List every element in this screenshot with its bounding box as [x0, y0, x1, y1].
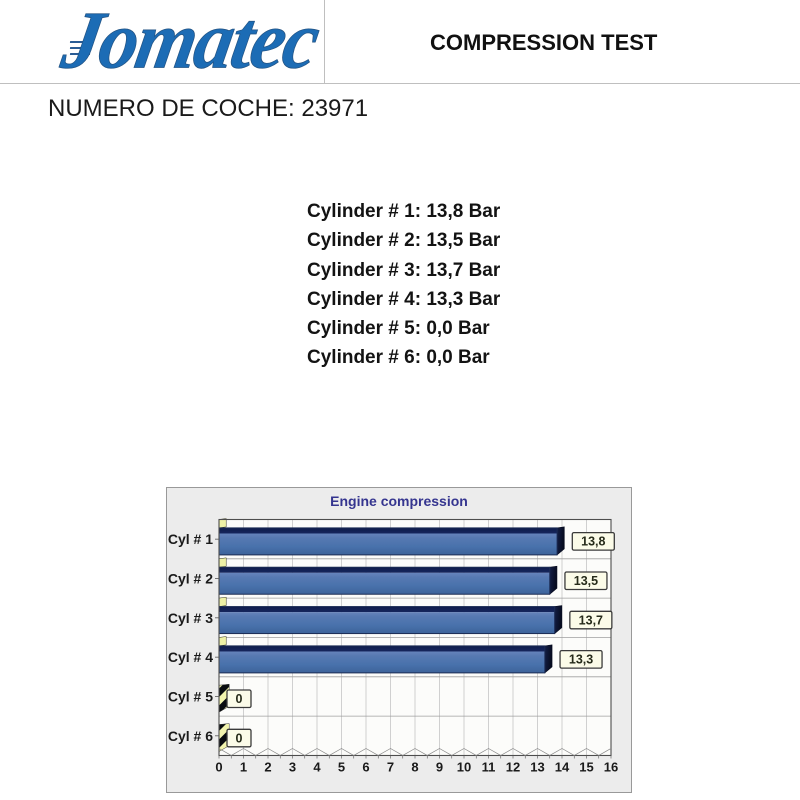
svg-text:6: 6 — [362, 759, 369, 774]
svg-text:0: 0 — [215, 759, 222, 774]
svg-text:Cyl # 3: Cyl # 3 — [168, 610, 213, 626]
svg-text:1: 1 — [240, 759, 247, 774]
svg-text:3: 3 — [289, 759, 296, 774]
svg-text:4: 4 — [313, 759, 321, 774]
svg-text:Cyl # 4: Cyl # 4 — [168, 649, 213, 665]
svg-text:0: 0 — [236, 692, 243, 706]
svg-text:5: 5 — [338, 759, 345, 774]
svg-text:Engine compression: Engine compression — [330, 493, 468, 509]
svg-text:0: 0 — [236, 731, 243, 745]
svg-text:13,3: 13,3 — [569, 653, 593, 667]
svg-text:Cyl # 5: Cyl # 5 — [168, 688, 213, 704]
svg-text:13: 13 — [530, 759, 544, 774]
svg-text:Cyl # 6: Cyl # 6 — [168, 728, 213, 744]
svg-text:16: 16 — [604, 759, 618, 774]
svg-text:15: 15 — [579, 759, 593, 774]
svg-text:7: 7 — [387, 759, 394, 774]
svg-text:13,7: 13,7 — [579, 613, 603, 627]
svg-text:13,5: 13,5 — [574, 574, 598, 588]
svg-text:Cyl # 2: Cyl # 2 — [168, 571, 213, 587]
svg-text:14: 14 — [555, 759, 570, 774]
svg-text:10: 10 — [457, 759, 471, 774]
svg-text:2: 2 — [264, 759, 271, 774]
svg-text:12: 12 — [506, 759, 520, 774]
svg-text:13,8: 13,8 — [581, 535, 605, 549]
svg-text:8: 8 — [411, 759, 418, 774]
svg-text:Cyl # 1: Cyl # 1 — [168, 531, 213, 547]
svg-text:11: 11 — [482, 759, 496, 774]
svg-text:9: 9 — [436, 759, 443, 774]
